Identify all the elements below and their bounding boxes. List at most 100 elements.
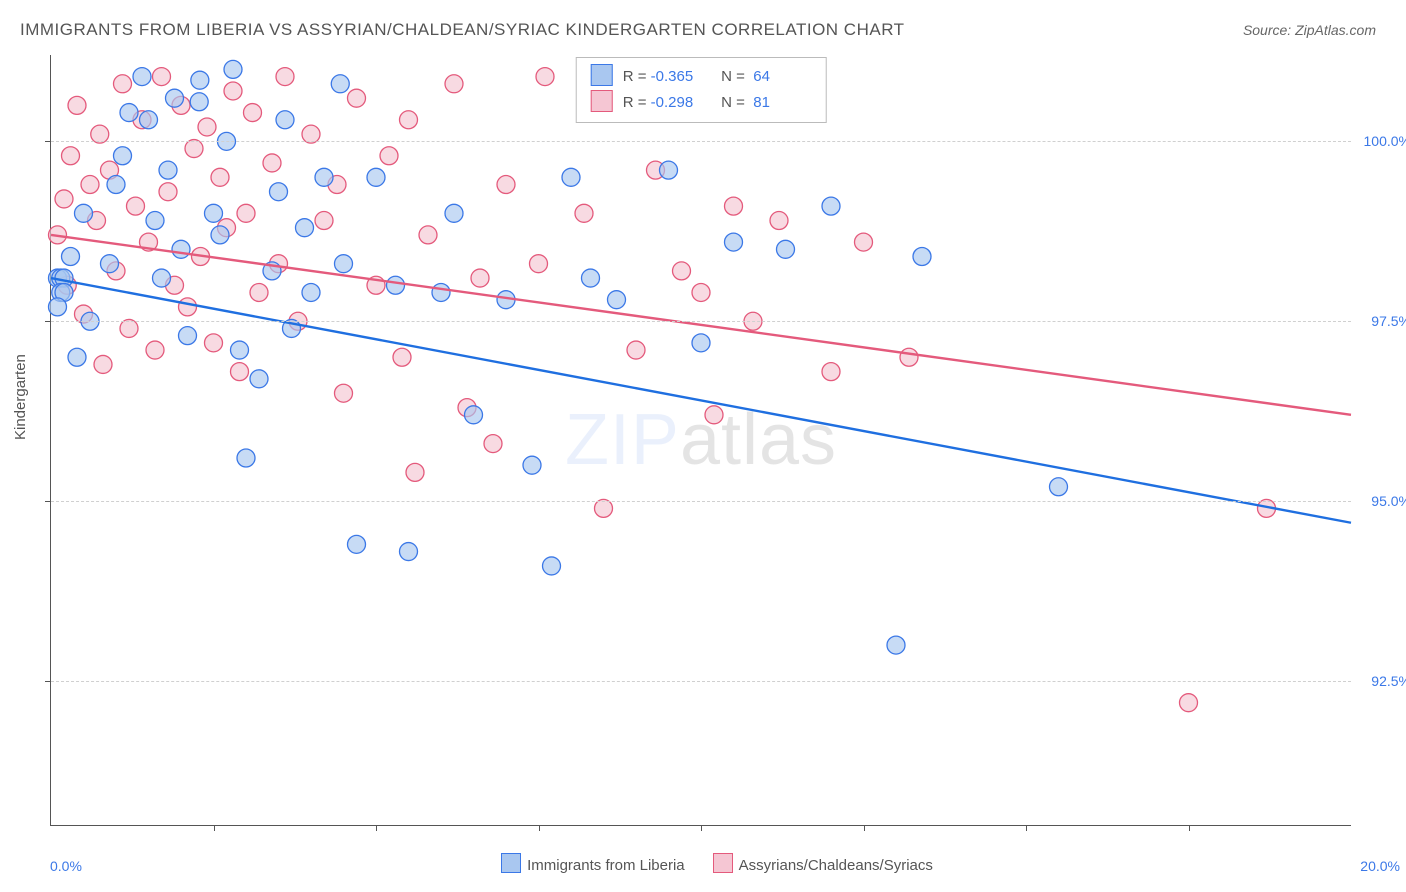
scatter-point-liberia	[166, 89, 184, 107]
scatter-point-liberia	[146, 212, 164, 230]
scatter-point-assyrian	[237, 204, 255, 222]
scatter-point-assyrian	[81, 176, 99, 194]
n-value: 64	[753, 64, 811, 90]
scatter-point-assyrian	[445, 75, 463, 93]
stats-row-assyrian: R = -0.298 N = 81	[591, 90, 812, 116]
scatter-point-assyrian	[406, 463, 424, 481]
y-tick	[45, 141, 51, 142]
scatter-point-liberia	[777, 240, 795, 258]
y-tick-label: 92.5%	[1371, 673, 1406, 689]
y-tick	[45, 501, 51, 502]
scatter-point-assyrian	[198, 118, 216, 136]
scatter-point-assyrian	[692, 283, 710, 301]
y-tick	[45, 321, 51, 322]
scatter-point-liberia	[296, 219, 314, 237]
scatter-point-assyrian	[393, 348, 411, 366]
scatter-point-assyrian	[822, 363, 840, 381]
scatter-point-assyrian	[94, 355, 112, 373]
y-tick-label: 97.5%	[1371, 313, 1406, 329]
legend-bottom: Immigrants from LiberiaAssyrians/Chaldea…	[0, 853, 1406, 874]
scatter-point-assyrian	[159, 183, 177, 201]
scatter-point-liberia	[822, 197, 840, 215]
scatter-point-assyrian	[1180, 694, 1198, 712]
n-value: 81	[753, 90, 811, 116]
y-axis-title: Kindergarten	[12, 354, 29, 440]
scatter-point-liberia	[331, 75, 349, 93]
scatter-point-liberia	[62, 247, 80, 265]
scatter-point-liberia	[114, 147, 132, 165]
chart-title: IMMIGRANTS FROM LIBERIA VS ASSYRIAN/CHAL…	[20, 20, 905, 40]
scatter-point-assyrian	[244, 104, 262, 122]
plot-area: ZIPatlas R = -0.365 N = 64R = -0.298 N =…	[50, 55, 1351, 826]
scatter-point-assyrian	[419, 226, 437, 244]
scatter-svg	[51, 55, 1351, 825]
scatter-point-assyrian	[224, 82, 242, 100]
scatter-point-liberia	[101, 255, 119, 273]
scatter-point-liberia	[367, 168, 385, 186]
scatter-point-liberia	[153, 269, 171, 287]
trend-line-liberia	[51, 278, 1351, 523]
scatter-point-assyrian	[179, 298, 197, 316]
scatter-point-liberia	[335, 255, 353, 273]
scatter-point-assyrian	[55, 190, 73, 208]
scatter-point-assyrian	[348, 89, 366, 107]
scatter-point-liberia	[205, 204, 223, 222]
r-value: -0.298	[651, 90, 709, 116]
scatter-point-liberia	[224, 60, 242, 78]
scatter-point-liberia	[913, 247, 931, 265]
legend-label: Assyrians/Chaldeans/Syriacs	[739, 857, 933, 874]
y-tick	[45, 681, 51, 682]
scatter-point-liberia	[75, 204, 93, 222]
scatter-point-liberia	[237, 449, 255, 467]
scatter-point-liberia	[133, 68, 151, 86]
r-value: -0.365	[651, 64, 709, 90]
scatter-point-liberia	[107, 176, 125, 194]
x-tick	[1189, 825, 1190, 831]
gridline	[51, 681, 1351, 682]
scatter-point-liberia	[692, 334, 710, 352]
scatter-point-assyrian	[380, 147, 398, 165]
scatter-point-assyrian	[400, 111, 418, 129]
scatter-point-liberia	[172, 240, 190, 258]
scatter-point-liberia	[887, 636, 905, 654]
scatter-point-liberia	[432, 283, 450, 301]
stats-row-liberia: R = -0.365 N = 64	[591, 64, 812, 90]
y-tick-label: 95.0%	[1371, 493, 1406, 509]
scatter-point-liberia	[315, 168, 333, 186]
scatter-point-liberia	[302, 283, 320, 301]
y-tick-label: 100.0%	[1364, 133, 1406, 149]
gridline	[51, 141, 1351, 142]
scatter-point-liberia	[211, 226, 229, 244]
scatter-point-liberia	[140, 111, 158, 129]
x-tick	[701, 825, 702, 831]
scatter-point-liberia	[190, 93, 208, 111]
scatter-point-liberia	[582, 269, 600, 287]
scatter-point-assyrian	[725, 197, 743, 215]
scatter-point-assyrian	[855, 233, 873, 251]
scatter-point-assyrian	[673, 262, 691, 280]
scatter-point-assyrian	[484, 435, 502, 453]
scatter-point-liberia	[191, 71, 209, 89]
scatter-point-liberia	[49, 298, 67, 316]
scatter-point-liberia	[270, 183, 288, 201]
legend-swatch	[501, 853, 521, 873]
scatter-point-assyrian	[900, 348, 918, 366]
x-tick	[864, 825, 865, 831]
scatter-point-assyrian	[68, 96, 86, 114]
scatter-point-assyrian	[770, 212, 788, 230]
scatter-point-liberia	[562, 168, 580, 186]
x-tick	[376, 825, 377, 831]
scatter-point-assyrian	[263, 154, 281, 172]
scatter-point-assyrian	[497, 176, 515, 194]
scatter-point-liberia	[179, 327, 197, 345]
x-tick	[539, 825, 540, 831]
scatter-point-liberia	[250, 370, 268, 388]
scatter-point-liberia	[543, 557, 561, 575]
scatter-point-liberia	[660, 161, 678, 179]
scatter-point-assyrian	[62, 147, 80, 165]
stats-legend-box: R = -0.365 N = 64R = -0.298 N = 81	[576, 57, 827, 123]
scatter-point-liberia	[523, 456, 541, 474]
scatter-point-liberia	[445, 204, 463, 222]
scatter-point-assyrian	[536, 68, 554, 86]
scatter-point-assyrian	[250, 283, 268, 301]
